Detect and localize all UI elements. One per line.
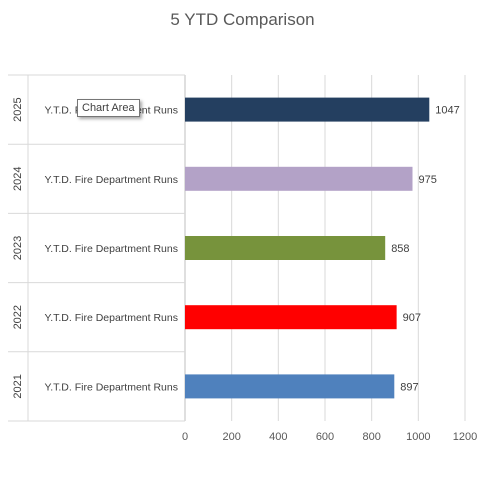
group-label: 2024	[12, 167, 24, 191]
data-label: 975	[419, 174, 437, 186]
bar	[185, 166, 413, 191]
x-tick-label: 200	[222, 431, 240, 443]
bar	[185, 305, 397, 330]
data-label: 897	[400, 381, 418, 393]
x-tick-label: 1000	[406, 431, 430, 443]
group-label: 2021	[12, 374, 24, 398]
data-label: 1047	[435, 105, 459, 117]
group-label: 2022	[12, 305, 24, 329]
chart-area-tooltip: Chart Area	[77, 99, 140, 117]
category-label: Y.T.D. Fire Department Runs	[45, 312, 178, 324]
category-label: Y.T.D. Fire Department Runs	[45, 174, 178, 186]
x-tick-label: 0	[182, 431, 188, 443]
group-label: 2023	[12, 236, 24, 260]
data-label: 907	[403, 312, 421, 324]
x-tick-label: 400	[269, 431, 287, 443]
x-tick-label: 800	[362, 431, 380, 443]
bar	[185, 374, 395, 399]
x-tick-label: 1200	[453, 431, 477, 443]
bar	[185, 236, 386, 260]
group-label: 2025	[12, 97, 24, 121]
category-label: Y.T.D. Fire Department Runs	[45, 243, 178, 255]
bar	[185, 97, 430, 122]
category-label: Y.T.D. Fire Department Runs	[45, 381, 178, 393]
data-label: 858	[391, 243, 409, 255]
chart-title: 5 YTD Comparison	[170, 10, 315, 29]
x-tick-label: 600	[316, 431, 334, 443]
